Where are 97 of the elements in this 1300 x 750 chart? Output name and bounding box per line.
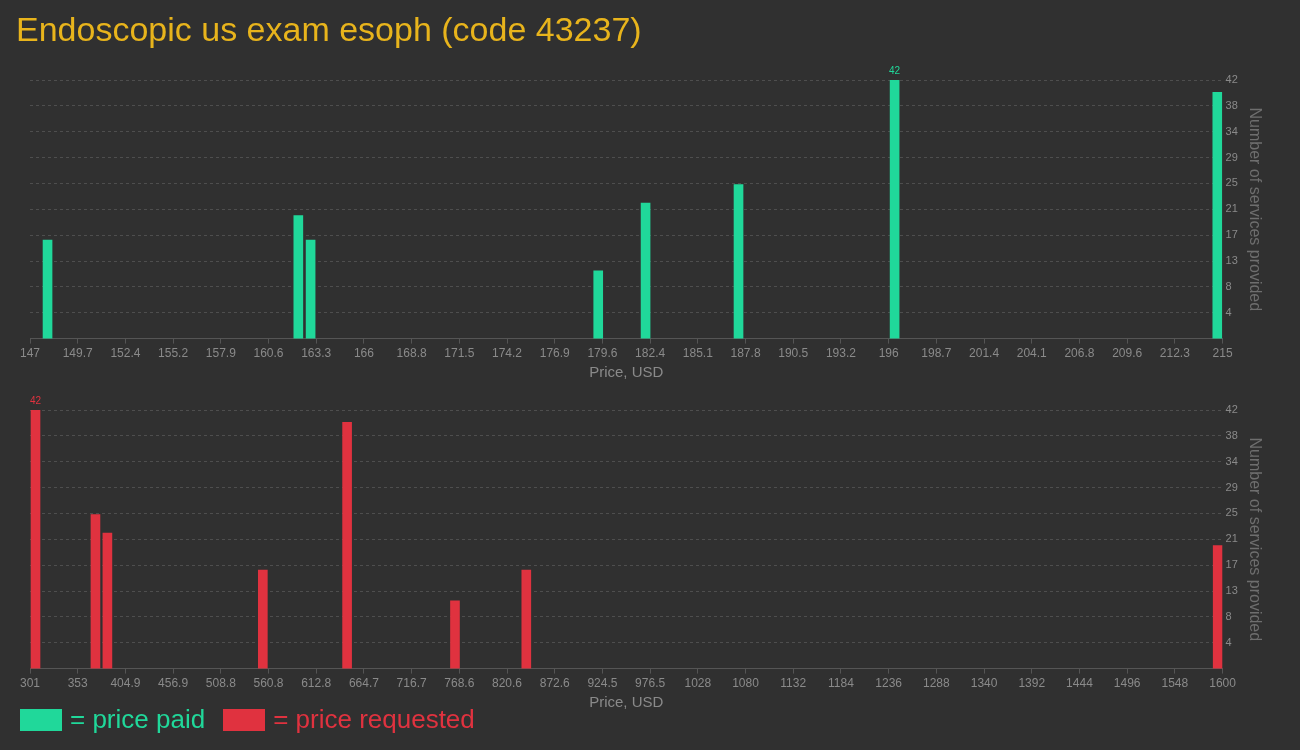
y-tick-label: 21	[1225, 202, 1238, 215]
bar	[305, 239, 316, 339]
x-tick-label: 664.7	[348, 676, 380, 691]
x-tick-label: 193.2	[825, 346, 857, 361]
x-tick-label: 212.3	[1159, 346, 1191, 361]
x-tick-label: 168.8	[396, 346, 427, 361]
x-tick-label: 353	[67, 676, 89, 691]
y-tick-label: 13	[1225, 584, 1238, 597]
data-label: 42	[889, 64, 901, 76]
bar	[257, 569, 268, 669]
bar	[889, 80, 900, 339]
chart-title: Endoscopic us exam esoph (code 43237)	[16, 10, 642, 49]
y-axis-title: Number of services provided	[1246, 437, 1264, 642]
x-axis-title: Price, USD	[589, 363, 664, 381]
x-tick-label: 215	[1212, 346, 1233, 361]
x-tick-label: 1080	[732, 676, 760, 691]
x-tick-label: 1392	[1018, 676, 1046, 691]
x-tick-label: 160.6	[253, 346, 284, 361]
x-tick-label: 152.4	[110, 346, 141, 361]
x-tick-label: 171.5	[444, 346, 475, 361]
x-tick-label: 924.5	[587, 676, 618, 691]
bar	[593, 270, 604, 339]
x-tick-label: 456.9	[158, 676, 189, 691]
x-tick-label: 820.6	[492, 676, 523, 691]
x-tick-label: 768.6	[444, 676, 475, 691]
y-tick-label: 8	[1225, 279, 1232, 292]
x-tick-label: 1132	[780, 676, 807, 691]
x-tick-label: 301	[19, 676, 41, 691]
x-tick-label: 185.1	[682, 346, 714, 361]
bar	[30, 410, 41, 669]
x-tick-label: 147	[19, 346, 41, 361]
y-tick-label: 13	[1225, 254, 1238, 267]
legend-label: = price paid	[70, 704, 206, 735]
x-axis-title: Price, USD	[589, 693, 664, 711]
x-tick-label: 1548	[1161, 676, 1189, 691]
y-tick-label: 25	[1225, 506, 1238, 519]
x-tick-label: 209.6	[1112, 346, 1143, 361]
x-tick-label: 179.6	[587, 346, 618, 361]
y-tick-label: 4	[1225, 305, 1232, 318]
y-tick-label: 29	[1225, 150, 1238, 163]
x-tick-label: 204.1	[1016, 346, 1048, 361]
x-tick-label: 206.8	[1064, 346, 1095, 361]
bar	[90, 514, 101, 669]
bar	[640, 202, 651, 339]
x-tick-label: 174.2	[492, 346, 523, 361]
y-tick-label: 42	[1225, 73, 1238, 86]
x-tick-label: 155.2	[158, 346, 189, 361]
x-tick-label: 1184	[828, 676, 855, 691]
bar	[1212, 545, 1223, 669]
bar	[42, 239, 53, 339]
bar	[1212, 91, 1223, 339]
x-tick-label: 612.8	[301, 676, 332, 691]
y-tick-label: 25	[1225, 176, 1238, 189]
y-tick-label: 42	[1225, 403, 1238, 416]
y-tick-label: 4	[1225, 635, 1232, 648]
x-tick-label: 187.8	[730, 346, 761, 361]
bar	[102, 532, 113, 669]
x-tick-label: 201.4	[969, 346, 1000, 361]
x-tick-label: 157.9	[205, 346, 237, 361]
x-tick-label: 198.7	[921, 346, 952, 361]
x-tick-label: 560.8	[253, 676, 284, 691]
x-tick-label: 716.7	[396, 676, 427, 691]
y-tick-label: 17	[1225, 558, 1238, 571]
bar	[293, 215, 304, 339]
y-tick-label: 34	[1225, 454, 1238, 467]
x-tick-label: 149.7	[62, 346, 94, 361]
y-tick-label: 8	[1225, 609, 1232, 622]
x-tick-label: 872.6	[539, 676, 571, 691]
data-label: 42	[29, 394, 42, 406]
x-tick-label: 182.4	[635, 346, 666, 361]
x-tick-label: 976.5	[635, 676, 666, 691]
y-tick-label: 38	[1225, 98, 1238, 111]
x-tick-label: 1028	[684, 676, 712, 691]
x-tick-label: 1236	[875, 676, 903, 691]
legend-label: = price requested	[273, 704, 475, 735]
y-tick-label: 29	[1225, 480, 1238, 493]
x-tick-label: 190.5	[778, 346, 809, 361]
bar	[342, 421, 352, 669]
x-tick-label: 1444	[1066, 676, 1094, 691]
y-tick-label: 21	[1225, 532, 1238, 545]
x-tick-label: 1600	[1209, 676, 1237, 691]
y-axis-title: Number of services provided	[1246, 107, 1264, 312]
bar	[521, 569, 532, 669]
x-tick-label: 508.8	[205, 676, 237, 691]
x-tick-label: 404.9	[110, 676, 141, 691]
y-tick-label: 17	[1225, 228, 1238, 241]
x-tick-label: 163.3	[301, 346, 332, 361]
x-tick-label: 166	[353, 346, 375, 361]
x-tick-label: 1496	[1113, 676, 1141, 691]
x-tick-label: 196	[878, 346, 899, 361]
bar	[450, 600, 460, 669]
y-tick-label: 34	[1225, 124, 1238, 137]
x-tick-label: 176.9	[539, 346, 571, 361]
bar	[733, 184, 744, 339]
x-tick-label: 1340	[970, 676, 998, 691]
x-tick-label: 1288	[923, 676, 951, 691]
y-tick-label: 38	[1225, 428, 1238, 441]
